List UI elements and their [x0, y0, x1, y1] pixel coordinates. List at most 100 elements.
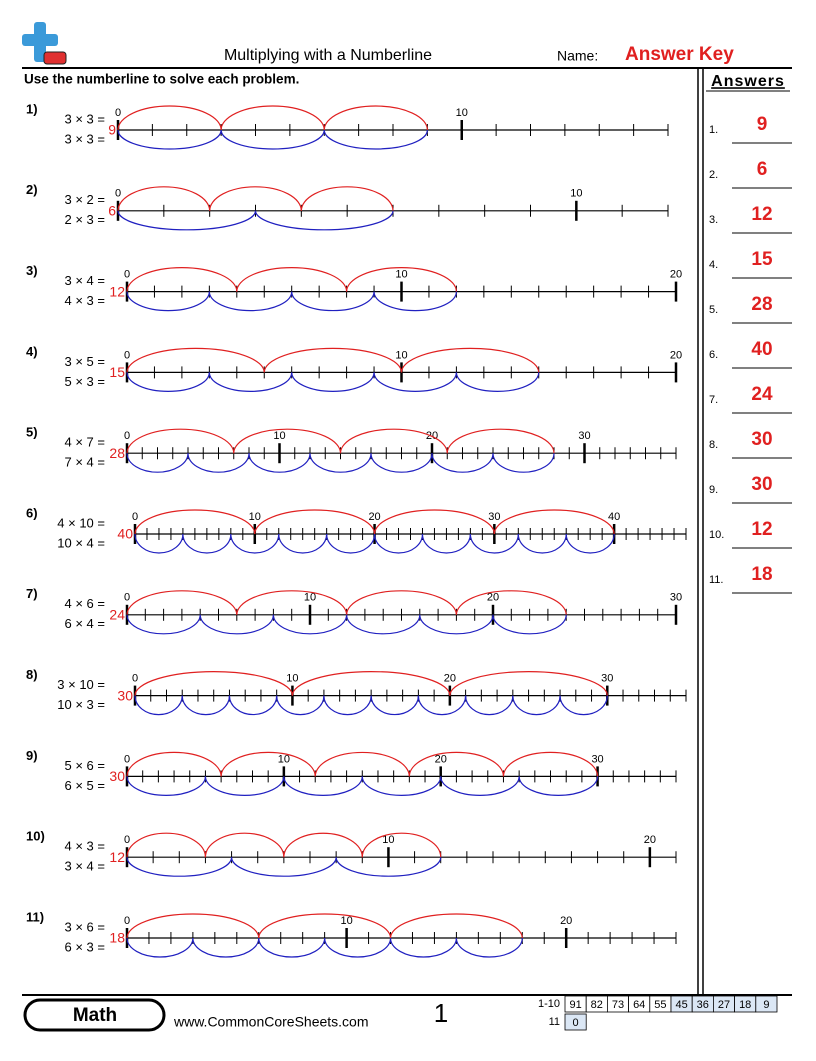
answer-number: 4.: [709, 259, 718, 271]
answer: 40: [117, 526, 133, 542]
tick-label: 0: [132, 511, 138, 523]
score-value: 82: [591, 999, 603, 1011]
blue-jump: [565, 533, 615, 554]
blue-jump: [465, 695, 514, 716]
score-cell: [755, 995, 778, 1013]
blue-jump: [208, 291, 293, 312]
red-jump: [209, 186, 302, 211]
answer-number: 1.: [709, 124, 718, 136]
red-jump: [346, 267, 457, 292]
red-jump: [126, 751, 222, 777]
answer-value: 9: [757, 114, 768, 135]
red-jump: [117, 105, 222, 131]
tick-label: 20: [487, 592, 499, 604]
red-jump: [283, 832, 363, 858]
title: Multiplying with a Numberline: [224, 47, 432, 64]
equation: 4 × 3 =: [65, 293, 105, 308]
answer-value: 28: [751, 294, 772, 315]
answer: 24: [109, 607, 125, 623]
tick-label: 10: [304, 592, 316, 604]
blue-jump: [373, 372, 457, 392]
blue-jump: [272, 614, 348, 635]
logo: [22, 22, 67, 65]
answer: 12: [109, 849, 125, 865]
tick-label: 30: [578, 430, 590, 442]
equation: 3 × 4 =: [65, 859, 105, 874]
equation: 4 × 10 =: [57, 515, 105, 530]
tick-label: 0: [124, 834, 130, 846]
tick-label: 10: [273, 430, 285, 442]
equation: 3 × 3 =: [65, 131, 105, 146]
blue-jump: [517, 533, 567, 554]
answer-number: 5.: [709, 304, 718, 316]
red-jump: [258, 913, 392, 939]
answer: 30: [117, 687, 133, 703]
tick-label: 20: [560, 915, 572, 927]
tick-label: 30: [488, 511, 500, 523]
answer-value: 6: [757, 159, 768, 180]
blue-jump: [126, 776, 207, 796]
equation: 3 × 3 =: [65, 111, 105, 126]
blue-jump: [512, 695, 561, 716]
problem-number: 1): [26, 101, 38, 116]
blue-jump: [492, 453, 555, 473]
subject: Math: [73, 1005, 117, 1026]
blue-jump: [326, 533, 376, 554]
blue-jump: [117, 210, 257, 231]
tick-label: 10: [395, 269, 407, 281]
tick-label: 0: [124, 269, 130, 281]
problem-number: 4): [26, 344, 38, 359]
tick-label: 20: [670, 349, 682, 361]
blue-jump: [440, 776, 520, 796]
blue-jump: [230, 857, 337, 877]
answer-value: 18: [751, 564, 772, 585]
blue-jump: [323, 695, 372, 716]
red-jump: [361, 832, 442, 858]
problem-number: 11): [26, 909, 44, 924]
problem-number: 9): [26, 748, 38, 763]
tick-label: 10: [382, 834, 394, 846]
answer-number: 11.: [709, 574, 723, 586]
equation: 10 × 4 =: [57, 535, 105, 550]
blue-jump: [469, 533, 519, 554]
red-jump: [455, 590, 567, 615]
answer-value: 30: [751, 474, 772, 495]
problem-number: 10): [26, 829, 45, 844]
red-jump: [493, 509, 615, 535]
answer-key: Answer Key: [625, 44, 734, 65]
score-value: 73: [612, 999, 624, 1011]
blue-jump: [254, 210, 394, 231]
answer-value: 40: [751, 339, 772, 360]
answer: 9: [108, 122, 116, 138]
score-row-label: 1-10: [538, 998, 560, 1010]
blue-jump: [455, 372, 540, 392]
tick-label: 10: [340, 915, 352, 927]
blue-jump: [134, 695, 183, 716]
problem-number: 2): [26, 182, 38, 197]
blue-jump: [276, 695, 325, 716]
blue-jump: [220, 129, 325, 150]
tick-label: 10: [278, 753, 290, 765]
equation: 6 × 3 =: [65, 939, 105, 954]
blue-jump: [228, 695, 278, 716]
score-value: 45: [675, 999, 687, 1011]
score-value: 18: [739, 999, 751, 1011]
red-jump: [204, 832, 285, 858]
tick-label: 20: [644, 834, 656, 846]
blue-jump: [126, 937, 194, 958]
logo-plus-h: [22, 34, 58, 46]
tick-label: 0: [124, 592, 130, 604]
score-value: 0: [573, 1017, 579, 1029]
blue-jump: [559, 695, 608, 716]
blue-jump: [230, 533, 280, 554]
blue-jump: [126, 291, 210, 312]
score-cell: [564, 1013, 587, 1031]
blue-jump: [192, 937, 260, 958]
problem-number: 8): [26, 667, 38, 682]
red-jump: [346, 590, 457, 615]
blue-jump: [518, 776, 599, 796]
blue-jump: [309, 453, 372, 473]
answer: 30: [109, 768, 125, 784]
page-number: 1: [434, 998, 448, 1028]
